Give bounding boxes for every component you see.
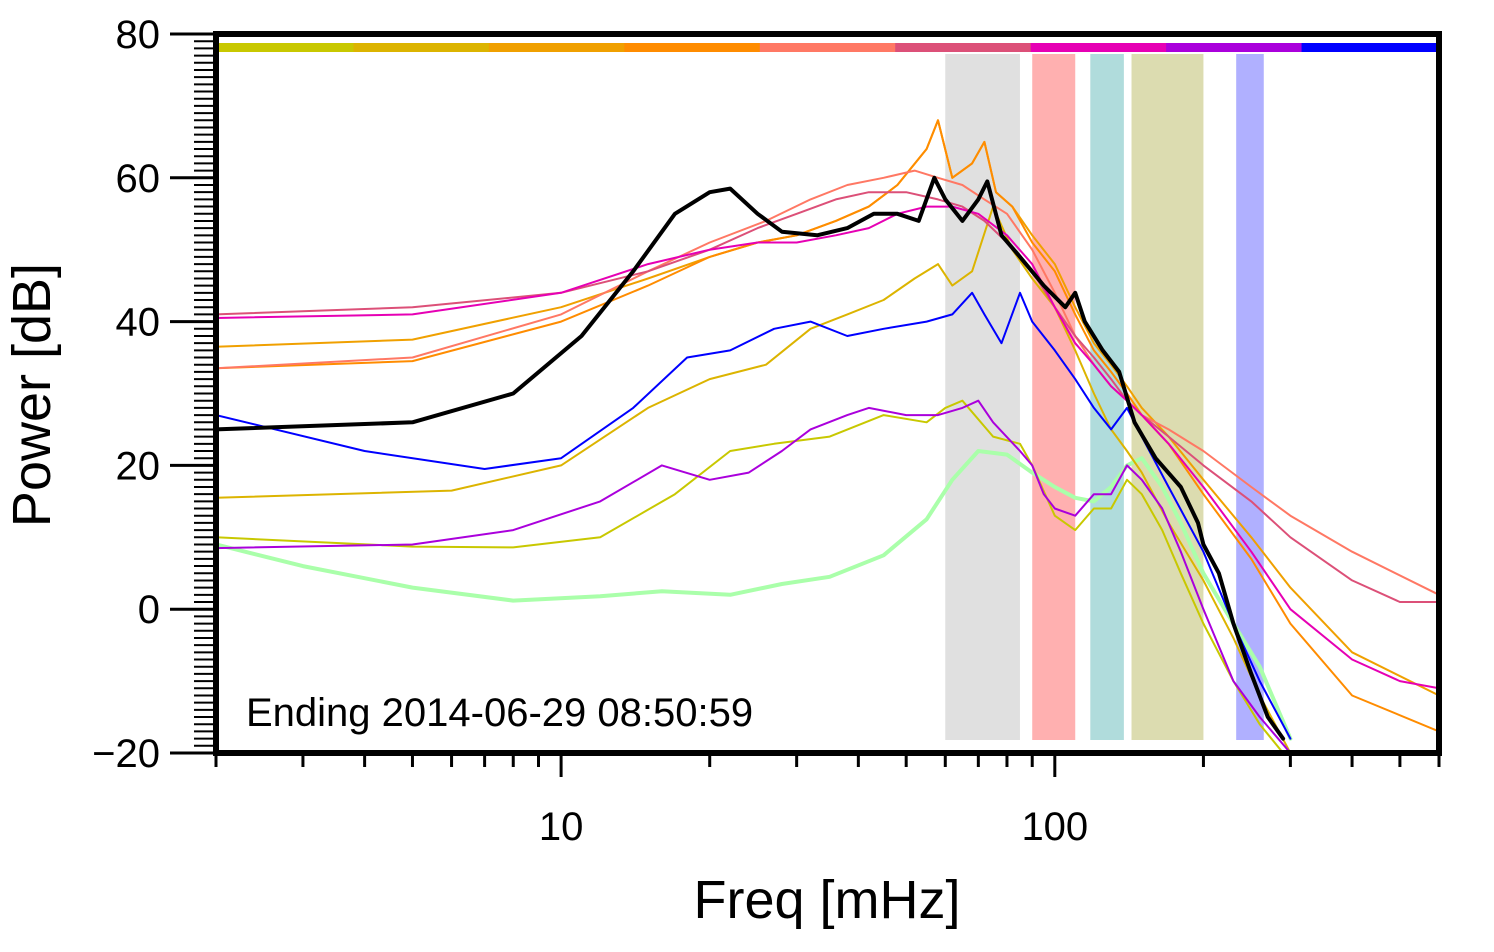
y-tick-label: 20 [116,444,161,488]
y-axis-title: Power [dB] [2,263,62,527]
top-color-bar [218,43,1438,52]
series-line-7 [216,205,1439,690]
frequency-bands [945,54,1264,740]
y-tick-label: 0 [138,588,160,632]
band-3 [1131,54,1204,740]
x-axis: 10 100 [214,753,1441,849]
series-line-10 [216,175,1286,741]
band-0 [945,54,1020,740]
y-axis: −20 0 20 40 60 80 [92,13,216,776]
band-4 [1236,54,1264,740]
x-axis-title: Freq [mHz] [693,870,960,930]
series-line-1 [216,399,1285,753]
color-bar-segment-0 [218,43,354,52]
series-line-0 [216,449,1293,741]
color-bar-segment-5 [895,43,1032,52]
x-tick-label: 100 [1021,805,1088,849]
series-line-5 [216,169,1439,596]
color-bar-segment-7 [1166,43,1303,52]
x-tick-label: 10 [539,805,584,849]
y-tick-label: 40 [116,301,161,345]
y-tick-label: 80 [116,13,161,57]
annotation-text: Ending 2014-06-29 08:50:59 [246,691,753,735]
color-bar-segment-6 [1030,43,1167,52]
color-bar-segment-3 [624,43,761,52]
color-bar-segment-4 [759,43,896,52]
band-1 [1032,54,1076,740]
color-bar-segment-1 [353,43,490,52]
color-bar-segment-2 [488,43,625,52]
y-tick-label: −20 [92,732,160,776]
series-line-8 [216,399,1292,753]
y-tick-label: 60 [116,157,161,201]
color-bar-segment-8 [1301,43,1438,52]
spectrum-series [216,119,1439,753]
series-line-2 [216,205,1292,753]
